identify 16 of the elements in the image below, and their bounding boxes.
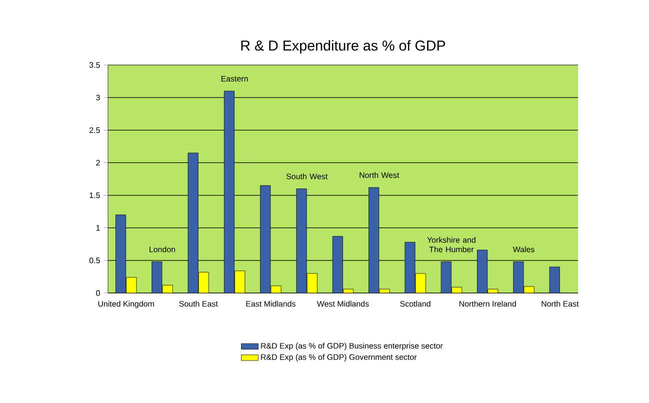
bar [126,277,137,293]
bar [188,152,198,293]
bar [440,262,452,293]
bar [477,250,488,293]
chart-title: R & D Expenditure as % of GDP [241,40,446,54]
bar [296,188,307,293]
bar [549,266,560,293]
bar [116,214,126,293]
bar [260,185,271,293]
bar [198,272,209,293]
bar [234,270,246,293]
bar [332,236,343,293]
bar [368,187,380,293]
bar [513,262,524,293]
bar [152,262,162,293]
bar [224,90,234,293]
